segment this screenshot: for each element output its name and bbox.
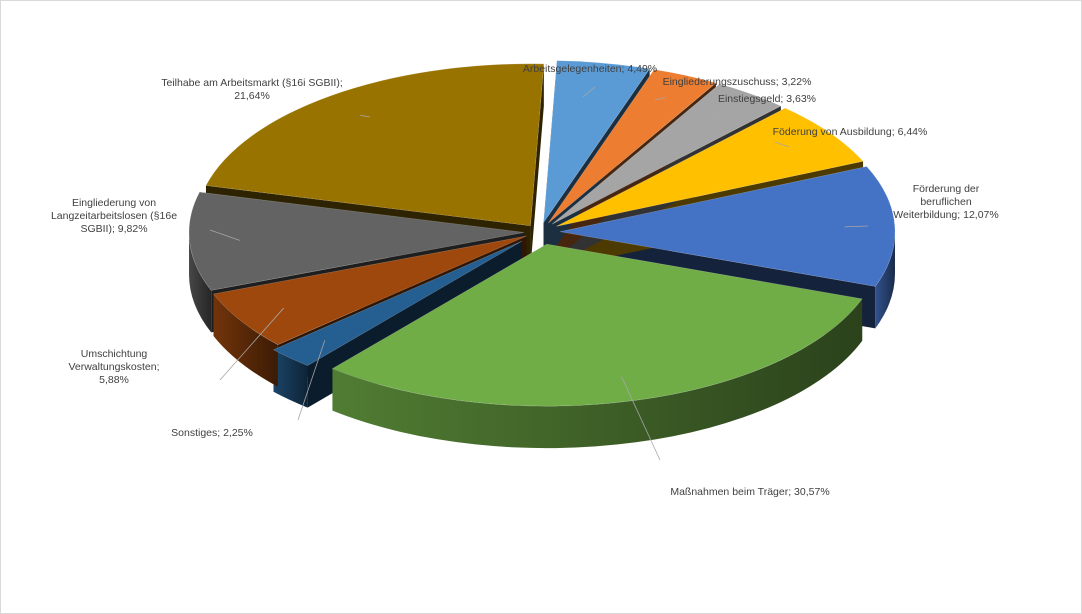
leader-line-umschichtung-verwaltungskosten (219, 307, 284, 381)
leader-line-eingliederungszuschuss (654, 97, 666, 101)
pie-slice-eingliederung-von-langzeitarbeitslosen-16e-sgbii (188, 191, 525, 291)
pie-slice-massnahmen-beim-traeger (331, 243, 863, 407)
pie-slice-side-massnahmen-beim-traeger (332, 298, 863, 449)
pie-slice-foerderung-der-beruflichen-weiterbildung (559, 166, 896, 287)
leader-line-foerderung-der-beruflichen-weiterbildung (844, 225, 869, 228)
leader-line-eingliederung-von-langzeitarbeitslosen-16e-sgbii (209, 229, 240, 241)
pie-slice-teilhabe-am-arbeitsmarkt-16i-sgbii (205, 63, 545, 227)
leader-line-foederung-von-ausbildung (774, 141, 789, 148)
pie-slice-side-foerderung-der-beruflichen-weiterbildung (875, 231, 895, 329)
leader-line-massnahmen-beim-traeger (621, 376, 661, 461)
leader-line-sonstiges (297, 340, 326, 421)
pie-slice-arbeitsgelegenheiten (543, 60, 651, 224)
pie-slice-sonstiges (272, 240, 523, 366)
pie-slice-side-sonstiges (273, 349, 308, 408)
data-label-massnahmen-beim-traeger: Maßnahmen beim Träger; 30,57% (670, 486, 829, 498)
data-label-foerderung-der-beruflichen-weiterbildung: Förderung der beruflichen Weiterbildung; 1… (893, 183, 998, 221)
pie-slice-foederung-von-ausbildung (556, 107, 864, 227)
data-label-arbeitsgelegenheiten: Arbeitsgelegenheiten; 4,49% (523, 63, 657, 75)
pie-slice-eingliederungszuschuss (547, 69, 717, 224)
leader-line-teilhabe-am-arbeitsmarkt-16i-sgbii (360, 114, 371, 118)
pie-slice-einstiegsgeld (551, 83, 782, 225)
data-label-umschichtung-verwaltungskosten: Umschichtung Verwaltungskosten; 5,88% (68, 348, 159, 386)
data-label-einstiegsgeld: Einstiegsgeld; 3,63% (718, 93, 816, 105)
data-label-eingliederungszuschuss: Eingliederungszuschuss; 3,22% (663, 76, 812, 88)
pie-slice-umschichtung-verwaltungskosten (212, 235, 527, 346)
pie-slice-side-umschichtung-verwaltungskosten (213, 293, 278, 387)
pie-slice-cut-teilhabe-am-arbeitsmarkt-16i-sgbii-1 (530, 63, 544, 268)
data-label-sonstiges: Sonstiges; 2,25% (171, 427, 253, 439)
data-label-eingliederung-von-langzeitarbeitslosen-16e-sgbii: Eingliederung von Langzeitarbeitslosen (§… (51, 197, 177, 235)
data-label-teilhabe-am-arbeitsmarkt-16i-sgbii: Teilhabe am Arbeitsmarkt (§16i SGBII); 21… (161, 77, 343, 102)
data-label-foederung-von-ausbildung: Föderung von Ausbildung; 6,44% (773, 126, 928, 138)
pie-slice-side-eingliederung-von-langzeitarbeitslosen-16e-sgbii (189, 232, 212, 333)
leader-line-arbeitsgelegenheiten (582, 86, 596, 98)
